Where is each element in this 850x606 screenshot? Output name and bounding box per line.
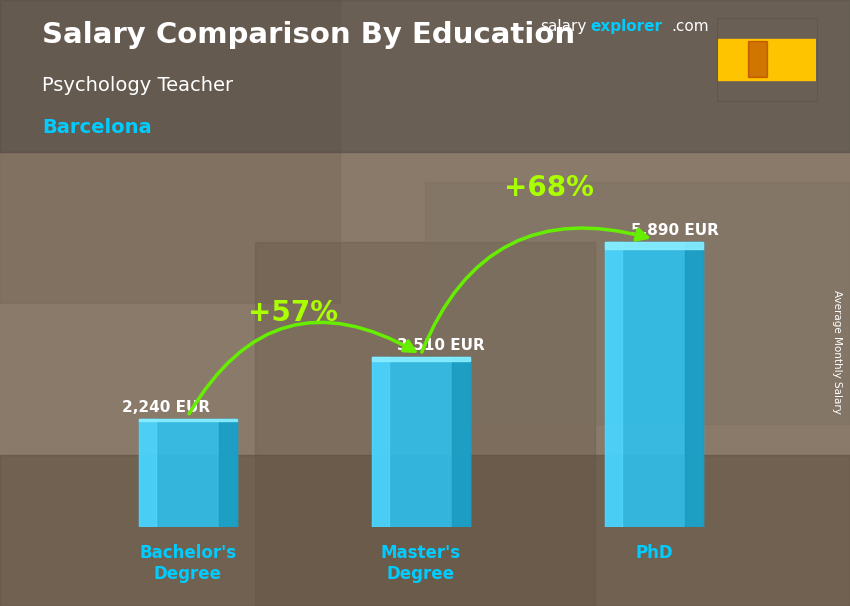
Text: +57%: +57%: [247, 299, 337, 327]
Bar: [255, 242, 595, 606]
Text: Salary Comparison By Education: Salary Comparison By Education: [42, 21, 575, 49]
Text: explorer: explorer: [591, 19, 663, 35]
Bar: [718, 39, 816, 79]
Bar: [371, 357, 470, 361]
Text: 5,890 EUR: 5,890 EUR: [631, 223, 718, 238]
Bar: [685, 242, 703, 527]
Bar: [0, 0, 850, 152]
Bar: [605, 242, 703, 527]
Bar: [748, 41, 767, 78]
Bar: [605, 242, 622, 527]
Text: salary: salary: [540, 19, 586, 35]
Bar: [371, 357, 470, 527]
Text: Psychology Teacher: Psychology Teacher: [42, 76, 234, 95]
Bar: [425, 182, 850, 424]
Bar: [371, 357, 389, 527]
Text: .com: .com: [672, 19, 709, 35]
Bar: [139, 419, 236, 527]
Text: +68%: +68%: [504, 175, 594, 202]
Bar: [0, 0, 340, 303]
Bar: [605, 242, 703, 249]
Bar: [219, 419, 236, 527]
Bar: [452, 357, 470, 527]
Text: Barcelona: Barcelona: [42, 118, 152, 137]
Bar: [139, 419, 236, 421]
Text: Average Monthly Salary: Average Monthly Salary: [832, 290, 842, 413]
Bar: [139, 419, 156, 527]
Text: 3,510 EUR: 3,510 EUR: [398, 338, 485, 353]
Text: 2,240 EUR: 2,240 EUR: [122, 400, 211, 415]
Bar: [0, 454, 850, 606]
